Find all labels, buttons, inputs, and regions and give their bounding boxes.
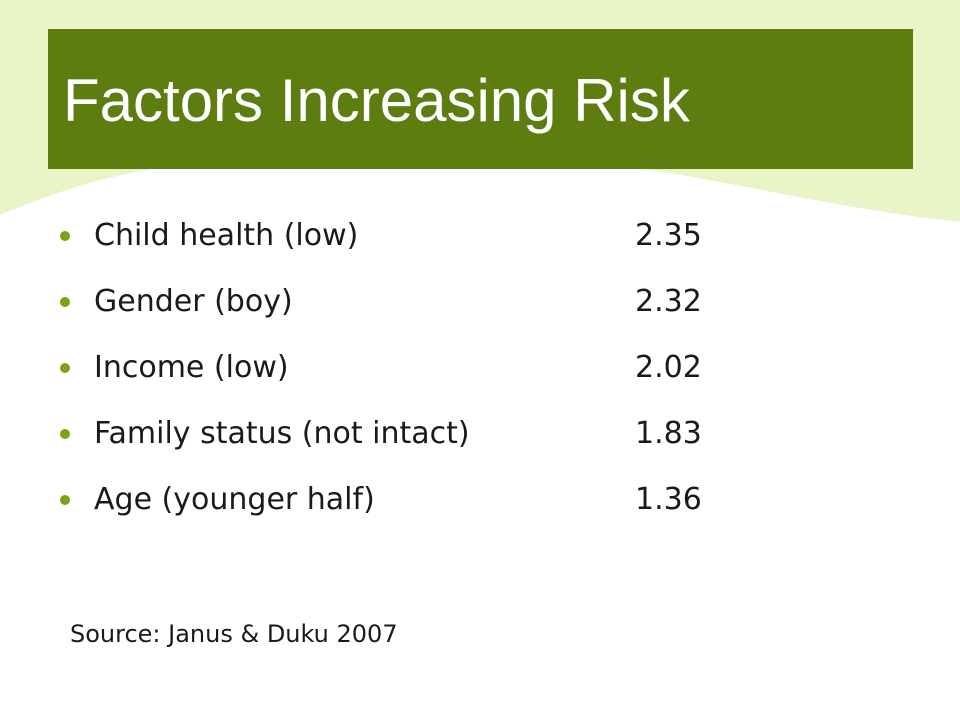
factor-row: Age (younger half) 1.36: [60, 478, 760, 544]
bullet-icon: [60, 363, 70, 373]
slide-title: Factors Increasing Risk: [63, 67, 690, 134]
bullet-icon: [60, 297, 70, 307]
factor-value: 2.32: [635, 284, 702, 319]
bullet-icon: [60, 429, 70, 439]
factor-value: 1.36: [635, 482, 702, 517]
title-bar: [48, 29, 913, 169]
risk-factor-list: Child health (low) 2.35 Gender (boy) 2.3…: [60, 214, 760, 544]
factor-row: Family status (not intact) 1.83: [60, 412, 760, 478]
bullet-icon: [60, 231, 70, 241]
factor-label: Child health (low): [94, 218, 359, 253]
factor-row: Income (low) 2.02: [60, 346, 760, 412]
source-citation: Source: Janus & Duku 2007: [70, 620, 398, 648]
factor-value: 2.35: [635, 218, 702, 253]
bullet-icon: [60, 495, 70, 505]
factor-label: Family status (not intact): [94, 416, 470, 451]
factor-row: Gender (boy) 2.32: [60, 280, 760, 346]
factor-row: Child health (low) 2.35: [60, 214, 760, 280]
factor-value: 2.02: [635, 350, 702, 385]
factor-label: Gender (boy): [94, 284, 293, 319]
factor-label: Age (younger half): [94, 482, 375, 517]
factor-label: Income (low): [94, 350, 289, 385]
factor-value: 1.83: [635, 416, 702, 451]
